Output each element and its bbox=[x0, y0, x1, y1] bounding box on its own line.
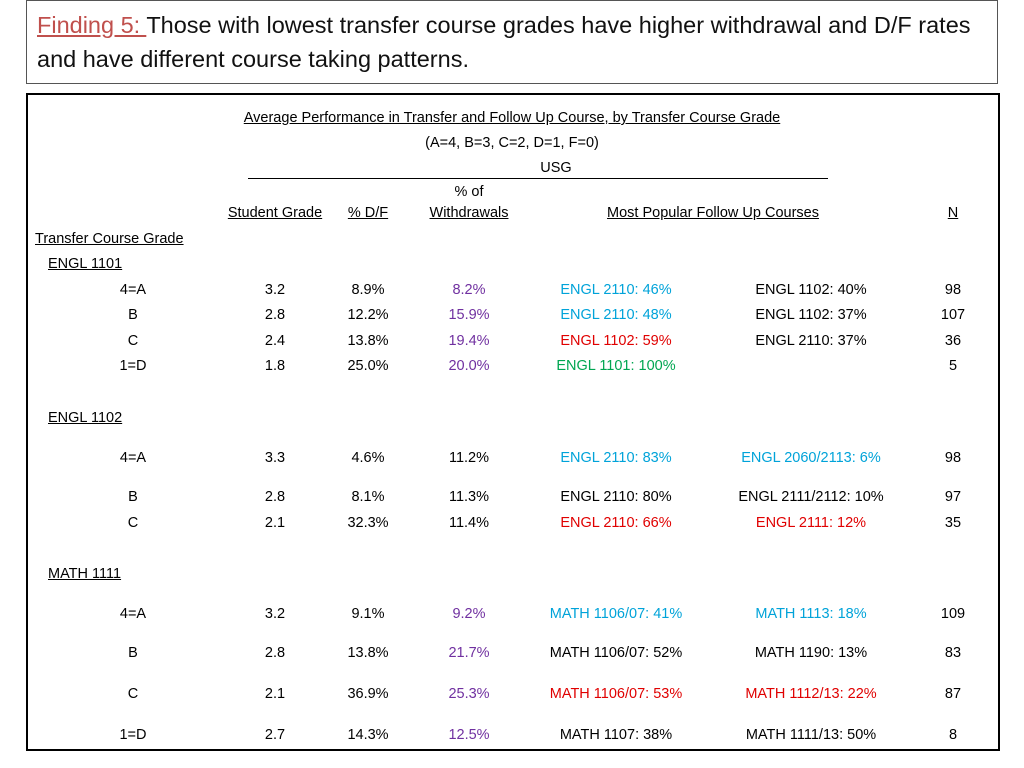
section-label: MATH 1111 bbox=[48, 566, 122, 582]
cell-withdrawal: 11.4% bbox=[448, 515, 490, 531]
cell-n: 8 bbox=[948, 727, 958, 743]
cell-student-grade: 2.4 bbox=[264, 333, 286, 349]
header-df: % D/F bbox=[347, 205, 389, 221]
cell-student-grade: 2.1 bbox=[264, 515, 286, 531]
cell-student-grade: 2.8 bbox=[264, 489, 286, 505]
cell-n: 97 bbox=[944, 489, 962, 505]
title-text: Those with lowest transfer course grades… bbox=[37, 12, 971, 72]
cell-withdrawal: 20.0% bbox=[448, 358, 490, 374]
cell-df: 8.1% bbox=[351, 489, 385, 505]
performance-table bbox=[26, 93, 1000, 751]
cell-grade: B bbox=[128, 645, 138, 661]
cell-df: 8.9% bbox=[351, 282, 385, 298]
cell-n: 109 bbox=[940, 606, 966, 622]
cell-course-2: ENGL 1102: 40% bbox=[755, 282, 867, 298]
cell-n: 98 bbox=[944, 450, 962, 466]
cell-n: 35 bbox=[944, 515, 962, 531]
cell-n: 83 bbox=[944, 645, 962, 661]
section-label: ENGL 1101 bbox=[48, 256, 123, 272]
cell-course-2: MATH 1112/13: 22% bbox=[745, 686, 877, 702]
table-caption: Average Performance in Transfer and Foll… bbox=[243, 110, 781, 126]
cell-course-1: ENGL 2110: 48% bbox=[560, 307, 672, 323]
cell-withdrawal: 12.5% bbox=[448, 727, 490, 743]
cell-grade: C bbox=[127, 515, 139, 531]
cell-course-1: ENGL 2110: 83% bbox=[560, 450, 672, 466]
cell-course-2: ENGL 2110: 37% bbox=[755, 333, 867, 349]
cell-df: 14.3% bbox=[347, 727, 389, 743]
cell-course-2: ENGL 2060/2113: 6% bbox=[741, 450, 881, 466]
slide-title: Finding 5: Those with lowest transfer co… bbox=[37, 8, 987, 76]
cell-student-grade: 2.8 bbox=[264, 307, 286, 323]
cell-grade: 4=A bbox=[119, 282, 147, 298]
cell-df: 4.6% bbox=[351, 450, 385, 466]
cell-student-grade: 1.8 bbox=[264, 358, 286, 374]
cell-withdrawal: 25.3% bbox=[448, 686, 490, 702]
cell-course-2: MATH 1113: 18% bbox=[755, 606, 867, 622]
cell-course-2: ENGL 1102: 37% bbox=[755, 307, 867, 323]
cell-course-1: ENGL 2110: 80% bbox=[560, 489, 672, 505]
cell-df: 9.1% bbox=[351, 606, 385, 622]
title-lead: Finding 5: bbox=[37, 12, 147, 38]
cell-course-2: MATH 1111/13: 50% bbox=[745, 727, 877, 743]
cell-student-grade: 2.8 bbox=[264, 645, 286, 661]
section-label: ENGL 1102 bbox=[48, 410, 123, 426]
cell-n: 5 bbox=[948, 358, 958, 374]
cell-n: 98 bbox=[944, 282, 962, 298]
header-n: N bbox=[947, 205, 959, 221]
cell-withdrawal: 19.4% bbox=[448, 333, 490, 349]
cell-course-1: MATH 1106/07: 52% bbox=[549, 645, 683, 661]
row-header-transfer-grade: Transfer Course Grade bbox=[35, 231, 184, 247]
cell-student-grade: 2.1 bbox=[264, 686, 286, 702]
cell-grade: B bbox=[128, 489, 138, 505]
cell-df: 36.9% bbox=[347, 686, 389, 702]
grade-scale-note: (A=4, B=3, C=2, D=1, F=0) bbox=[425, 135, 599, 151]
slide-title-box: Finding 5: Those with lowest transfer co… bbox=[26, 0, 998, 84]
cell-course-1: ENGL 1101: 100% bbox=[556, 358, 676, 374]
cell-n: 36 bbox=[944, 333, 962, 349]
cell-course-1: ENGL 1102: 59% bbox=[560, 333, 672, 349]
cell-withdrawal: 15.9% bbox=[448, 307, 490, 323]
cell-df: 13.8% bbox=[347, 333, 389, 349]
group-divider bbox=[248, 178, 828, 179]
cell-grade: 1=D bbox=[119, 358, 147, 374]
cell-grade: C bbox=[127, 686, 139, 702]
cell-grade: 4=A bbox=[119, 450, 147, 466]
cell-df: 32.3% bbox=[347, 515, 389, 531]
group-label: USG bbox=[540, 160, 572, 176]
cell-df: 25.0% bbox=[347, 358, 389, 374]
cell-n: 107 bbox=[940, 307, 966, 323]
cell-course-1: MATH 1106/07: 41% bbox=[549, 606, 683, 622]
cell-df: 12.2% bbox=[347, 307, 389, 323]
cell-grade: 4=A bbox=[119, 606, 147, 622]
cell-student-grade: 3.3 bbox=[264, 450, 286, 466]
cell-grade: C bbox=[127, 333, 139, 349]
cell-withdrawal: 11.2% bbox=[448, 450, 490, 466]
cell-withdrawal: 11.3% bbox=[448, 489, 490, 505]
cell-course-2: ENGL 2111/2112: 10% bbox=[738, 489, 884, 505]
cell-withdrawal: 21.7% bbox=[448, 645, 490, 661]
cell-df: 13.8% bbox=[347, 645, 389, 661]
cell-course-2: ENGL 2111: 12% bbox=[755, 515, 867, 531]
cell-course-1: ENGL 2110: 46% bbox=[560, 282, 672, 298]
cell-grade: B bbox=[128, 307, 138, 323]
header-withdrawals-top: % of bbox=[454, 184, 484, 200]
header-student-grade: Student Grade bbox=[227, 205, 323, 221]
cell-n: 87 bbox=[944, 686, 962, 702]
cell-student-grade: 3.2 bbox=[264, 606, 286, 622]
cell-student-grade: 3.2 bbox=[264, 282, 286, 298]
cell-course-2: MATH 1190: 13% bbox=[754, 645, 868, 661]
header-withdrawals: Withdrawals bbox=[429, 205, 509, 221]
cell-course-1: ENGL 2110: 66% bbox=[560, 515, 672, 531]
cell-course-1: MATH 1107: 38% bbox=[559, 727, 673, 743]
cell-course-1: MATH 1106/07: 53% bbox=[549, 686, 683, 702]
header-popular-courses: Most Popular Follow Up Courses bbox=[607, 205, 819, 221]
cell-withdrawal: 9.2% bbox=[452, 606, 486, 622]
cell-student-grade: 2.7 bbox=[264, 727, 286, 743]
cell-grade: 1=D bbox=[119, 727, 147, 743]
cell-withdrawal: 8.2% bbox=[452, 282, 486, 298]
